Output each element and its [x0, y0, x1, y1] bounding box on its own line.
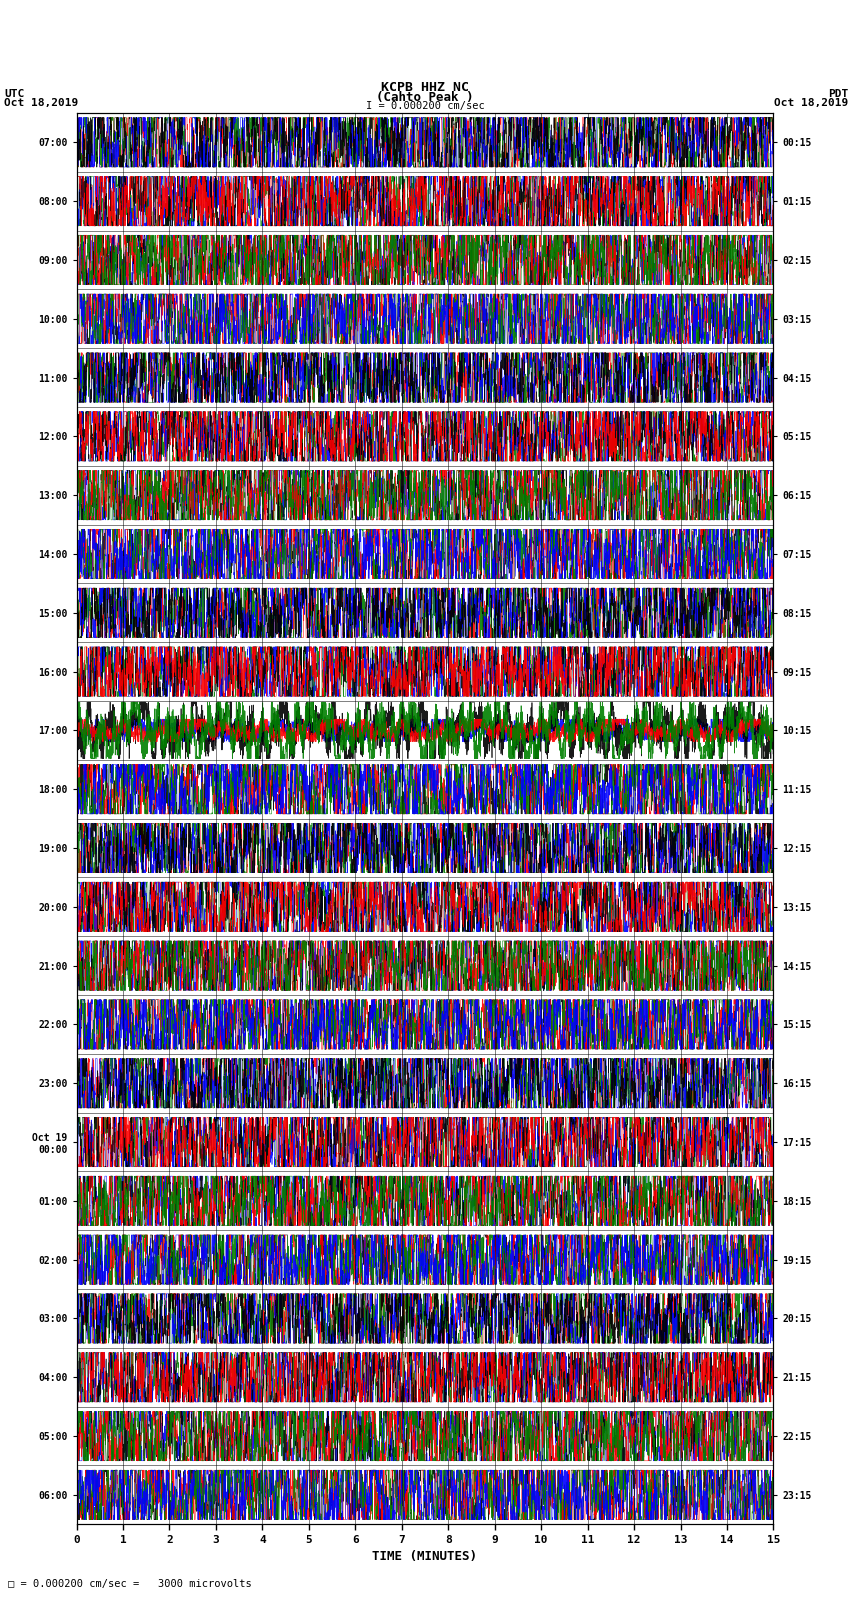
- X-axis label: TIME (MINUTES): TIME (MINUTES): [372, 1550, 478, 1563]
- Text: □ = 0.000200 cm/sec =   3000 microvolts: □ = 0.000200 cm/sec = 3000 microvolts: [8, 1579, 252, 1589]
- Text: Oct 18,2019: Oct 18,2019: [4, 98, 78, 108]
- Text: PDT: PDT: [828, 89, 848, 98]
- Text: I = 0.000200 cm/sec: I = 0.000200 cm/sec: [366, 102, 484, 111]
- Text: KCPB HHZ NC: KCPB HHZ NC: [381, 81, 469, 94]
- Text: UTC: UTC: [4, 89, 25, 98]
- Text: Oct 18,2019: Oct 18,2019: [774, 98, 848, 108]
- Text: (Cahto Peak ): (Cahto Peak ): [377, 90, 473, 105]
